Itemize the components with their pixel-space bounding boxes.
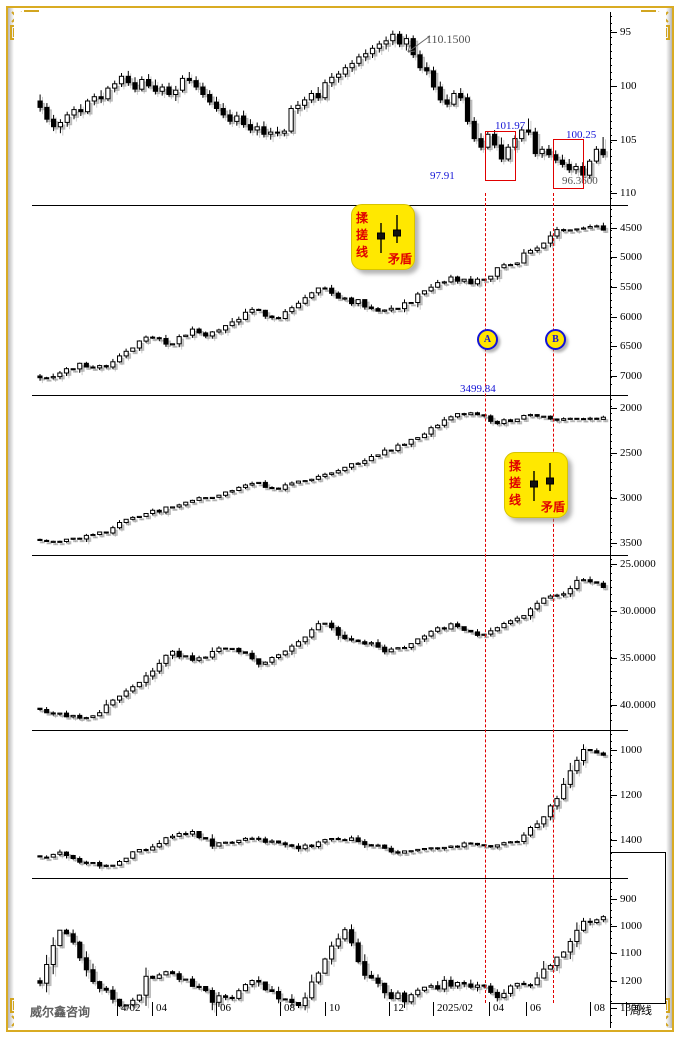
y-tick-label: 100 bbox=[620, 80, 637, 92]
y-tick-label: 1400 bbox=[620, 834, 642, 846]
chart-panel-2[interactable]: 7000 6500 6000 5500 5000 4500 bbox=[14, 205, 666, 395]
y-tick-label: 2000 bbox=[620, 402, 642, 414]
y-axis: 7000 6500 6000 5500 5000 4500 bbox=[610, 205, 666, 395]
y-tick-label: 95 bbox=[620, 26, 631, 38]
cycle-marker-b[interactable]: B bbox=[545, 329, 566, 350]
time-axis-label: 08 bbox=[280, 1002, 295, 1016]
y-tick-label: 1200 bbox=[620, 789, 642, 801]
y-tick-label: 5000 bbox=[620, 251, 642, 263]
y-tick-label: 1000 bbox=[620, 744, 642, 756]
time-axis-label: 06 bbox=[526, 1002, 541, 1016]
y-tick-label: 105 bbox=[620, 134, 637, 146]
y-tick-label: 4500 bbox=[620, 222, 642, 234]
callout-vertical-text: 揉搓线 bbox=[356, 210, 370, 261]
highlight-box-b bbox=[553, 139, 584, 189]
time-axis-label: 10 bbox=[325, 1002, 340, 1016]
callout-rubbing-line-panel2[interactable]: 揉搓线矛盾 bbox=[351, 204, 415, 270]
callout-corner-text: 矛盾 bbox=[388, 250, 412, 267]
time-axis-label: 2025/02 bbox=[433, 1002, 473, 1016]
plot-area bbox=[32, 12, 610, 205]
y-tick-label: 5500 bbox=[620, 281, 642, 293]
time-axis-label: 12 bbox=[389, 1002, 404, 1016]
annotation-peak-label: 110.1500 bbox=[426, 32, 471, 47]
y-tick-label: 40.0000 bbox=[620, 699, 656, 711]
chart-panel-4[interactable]: 40.0000 35.0000 30.0000 25.0000 bbox=[14, 555, 666, 730]
time-axis-footer: 威尔鑫咨询 周线 4/02 04 06 08 10 12 2025/02 04 06 08 bbox=[14, 1000, 666, 1022]
candlestick-series bbox=[32, 12, 610, 205]
y-axis: 110 105 100 95 bbox=[610, 12, 666, 205]
y-tick-label: 2500 bbox=[620, 447, 642, 459]
callout-rubbing-line-panel3[interactable]: 揉搓线矛盾 bbox=[504, 452, 568, 518]
time-axis-label: 06 bbox=[216, 1002, 231, 1016]
y-tick-label: 7000 bbox=[620, 370, 642, 382]
period-label: 周线 bbox=[626, 1002, 652, 1016]
y-tick-label: 35.0000 bbox=[620, 652, 656, 664]
y-axis: 40.0000 35.0000 30.0000 25.0000 bbox=[610, 555, 666, 730]
plot-area bbox=[32, 555, 610, 730]
candlestick-series bbox=[32, 555, 610, 730]
cycle-marker-a[interactable]: A bbox=[477, 329, 498, 350]
time-axis-label: 08 bbox=[590, 1002, 605, 1016]
annotation-box-a-low: 97.91 bbox=[430, 170, 455, 182]
last-panel-axis-box bbox=[610, 852, 666, 1004]
chart-panel-5[interactable]: 1400 1200 1000 bbox=[14, 730, 666, 878]
chart-stack: 1101051009570006500600055005000450035003… bbox=[14, 12, 666, 1028]
chart-panel-3[interactable]: 3500 3000 2500 2000 bbox=[14, 395, 666, 555]
marker-line-a bbox=[485, 193, 486, 1003]
time-axis-label: 04 bbox=[489, 1002, 504, 1016]
callout-vertical-text: 揉搓线 bbox=[509, 458, 523, 509]
plot-area bbox=[32, 205, 610, 395]
highlight-box-a bbox=[485, 131, 516, 181]
watermark-label: 威尔鑫咨询 bbox=[30, 1003, 90, 1020]
y-tick-label: 6000 bbox=[620, 311, 642, 323]
y-tick-label: 3500 bbox=[620, 537, 642, 549]
plot-area bbox=[32, 730, 610, 878]
candlestick-series bbox=[32, 205, 610, 395]
y-tick-label: 25.0000 bbox=[620, 558, 656, 570]
y-tick-label: 30.0000 bbox=[620, 605, 656, 617]
y-axis: 3500 3000 2500 2000 bbox=[610, 395, 666, 555]
y-tick-label: 3000 bbox=[620, 492, 642, 504]
marker-line-b bbox=[553, 193, 554, 1003]
callout-corner-text: 矛盾 bbox=[541, 498, 565, 515]
y-tick-label: 6500 bbox=[620, 340, 642, 352]
time-axis-label: 04 bbox=[152, 1002, 167, 1016]
candlestick-series bbox=[32, 730, 610, 878]
time-axis-label: 4/02 bbox=[117, 1002, 141, 1016]
y-tick-label: 110 bbox=[620, 187, 636, 199]
annotation-gold-high: 3499.84 bbox=[460, 383, 496, 395]
